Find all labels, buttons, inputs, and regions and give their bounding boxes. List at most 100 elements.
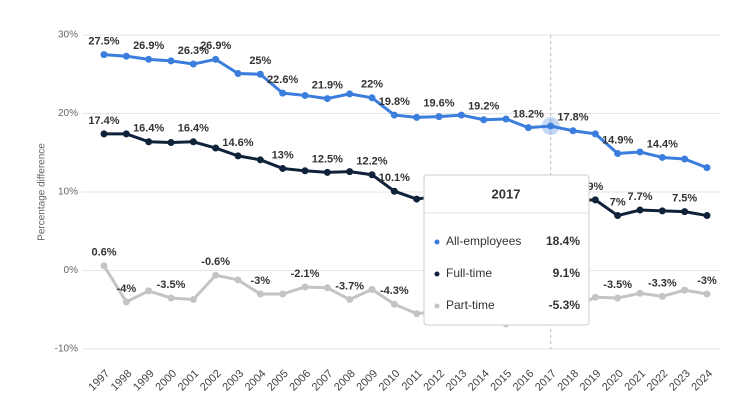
data-label: 22.6% [267,74,298,86]
point [368,171,376,179]
point [122,130,130,138]
point [145,287,153,295]
tooltip-title: 2017 [492,186,521,201]
point [346,168,354,176]
point [681,208,689,216]
tooltip-series: Full-time [446,266,492,280]
point [212,271,220,279]
plot-area: 30%20%10%0%-10%1997199819992000200120022… [55,30,720,394]
point [636,206,644,214]
point [703,212,711,220]
point [301,167,309,175]
x-tick-label: 1999 [131,368,157,394]
point [167,139,175,147]
point [658,207,666,215]
y-tick-label: 0% [64,265,79,276]
x-tick-label: 2001 [176,368,202,394]
x-tick-label: 2003 [220,368,246,394]
data-label: -3% [251,275,271,287]
point [279,164,287,172]
x-tick-label: 2010 [377,368,403,394]
y-tick-label: 30% [58,30,78,41]
point [413,310,421,318]
point [591,293,599,301]
point [413,113,421,121]
point [502,115,510,123]
x-tick-label: 2006 [287,368,313,394]
data-label: 19.8% [379,96,410,108]
point [457,111,465,119]
x-tick-label: 2023 [667,368,693,394]
point [301,283,309,291]
data-label: 14.4% [647,138,678,150]
point [346,90,354,98]
data-label: 9% [587,181,603,193]
point [234,276,242,284]
x-tick-label: 2009 [354,368,380,394]
point [480,116,488,124]
data-label: -3.7% [335,280,364,292]
point [234,152,242,160]
point [658,292,666,300]
data-label: 17.8% [557,112,588,124]
x-tick-label: 2024 [689,368,715,394]
point [145,55,153,63]
x-tick-label: 2005 [265,368,291,394]
series-line [104,132,708,218]
x-tick-label: 2000 [153,368,179,394]
data-label: 13% [272,149,294,161]
data-label: 7% [610,196,626,208]
x-tick-label: 1997 [86,368,112,394]
data-label: 26.3% [178,45,209,57]
series-line [102,265,708,326]
point [256,290,264,298]
tooltip-dot [434,303,440,309]
point [212,55,220,63]
x-tick-label: 2019 [578,368,604,394]
data-label: 14.6% [222,137,253,149]
tooltip-series: All-employees [446,234,521,248]
data-label: 26.9% [200,40,231,52]
point [100,51,108,59]
data-label: 19.6% [423,98,454,110]
point [569,127,577,135]
point [189,296,197,304]
x-tick-label: 2004 [243,368,269,394]
point [591,130,599,138]
point [524,124,532,132]
point [122,298,130,306]
x-tick-label: 2013 [444,368,470,394]
point [368,285,376,293]
point [636,289,644,297]
point [703,164,711,172]
data-label: 14.9% [602,134,633,146]
point [591,196,599,204]
y-axis-label: Percentage difference [37,143,48,241]
data-label: 7.5% [672,193,697,205]
point [212,144,220,152]
x-tick-label: 2007 [310,368,336,394]
point [279,89,287,97]
y-tick-label: 10% [58,187,78,198]
data-label: 19.2% [468,101,499,113]
data-label: 27.5% [88,36,119,48]
data-label: -4.3% [380,285,409,297]
x-tick-label: 2015 [488,368,514,394]
data-label: -4% [117,283,137,295]
x-tick-label: 2011 [400,368,425,393]
x-tick-label: 1998 [109,368,135,394]
x-tick-label: 2008 [332,368,358,394]
point [703,290,711,298]
point [390,187,398,195]
data-label: -2.1% [291,268,320,280]
tooltip-value: -5.3% [549,298,581,312]
tooltip-value: 9.1% [553,266,581,280]
x-tick-label: 2002 [198,368,224,394]
data-label: 25% [249,55,271,67]
point [189,138,197,146]
point [323,95,331,103]
tooltip-dot [434,239,440,245]
data-label: 0.6% [91,247,116,259]
point [256,156,264,164]
